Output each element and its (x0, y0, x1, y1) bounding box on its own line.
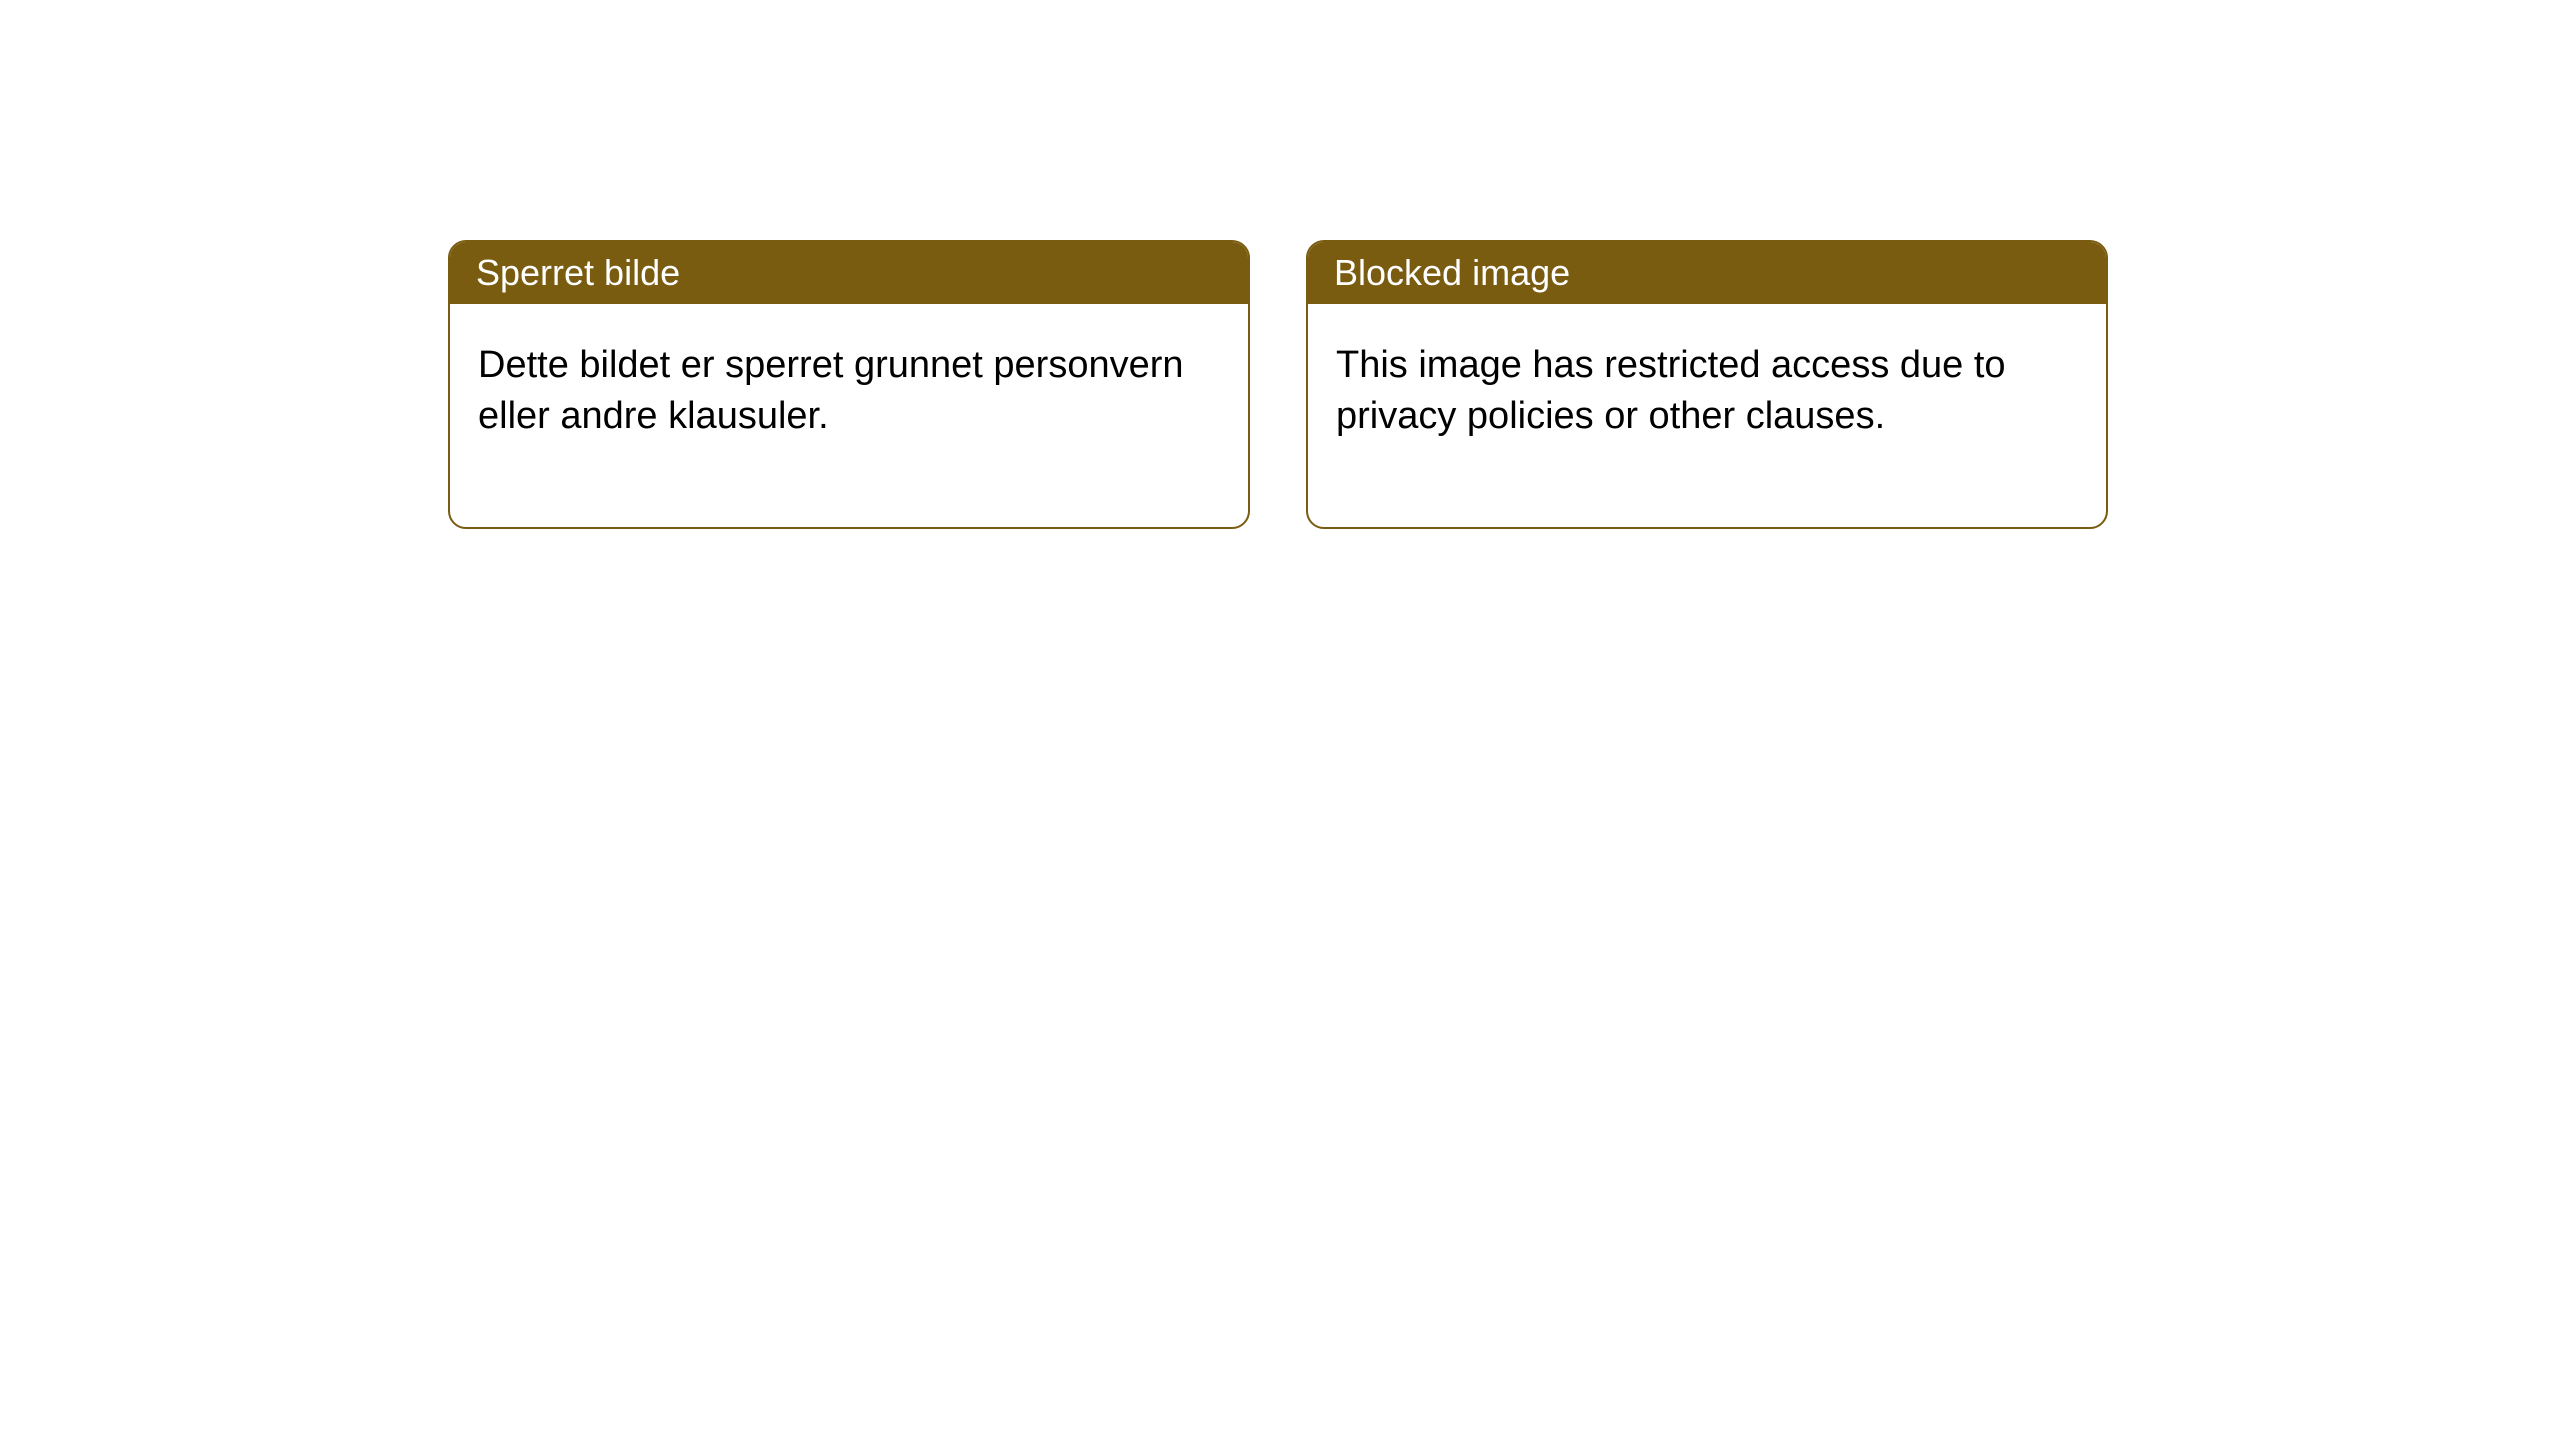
notice-card-english: Blocked image This image has restricted … (1306, 240, 2108, 529)
notice-container: Sperret bilde Dette bildet er sperret gr… (0, 0, 2560, 529)
notice-card-norwegian: Sperret bilde Dette bildet er sperret gr… (448, 240, 1250, 529)
notice-header: Blocked image (1308, 242, 2106, 304)
notice-body: This image has restricted access due to … (1308, 304, 2106, 527)
notice-body: Dette bildet er sperret grunnet personve… (450, 304, 1248, 527)
notice-header: Sperret bilde (450, 242, 1248, 304)
